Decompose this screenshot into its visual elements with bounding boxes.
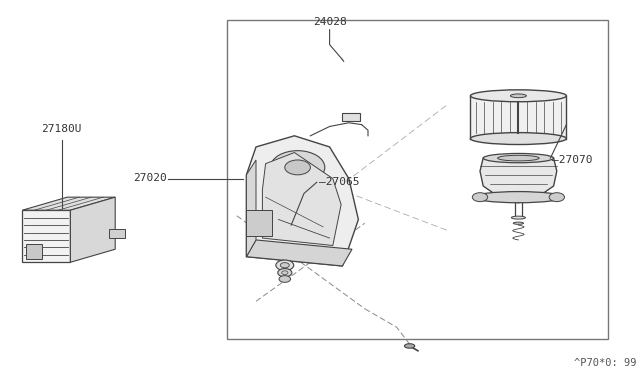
Ellipse shape xyxy=(285,160,310,175)
Ellipse shape xyxy=(470,90,566,102)
Text: 27020: 27020 xyxy=(132,173,166,183)
Bar xyxy=(246,210,272,236)
Text: —27070: —27070 xyxy=(552,155,592,165)
Polygon shape xyxy=(480,158,557,203)
Ellipse shape xyxy=(511,216,525,219)
Circle shape xyxy=(549,193,564,202)
Ellipse shape xyxy=(470,133,566,144)
Bar xyxy=(22,210,70,262)
Circle shape xyxy=(472,193,488,202)
Bar xyxy=(342,113,360,121)
Bar xyxy=(470,96,566,139)
Text: 24028: 24028 xyxy=(313,17,346,27)
Text: ^P70*0: 99: ^P70*0: 99 xyxy=(574,357,637,368)
Polygon shape xyxy=(246,160,256,257)
Bar xyxy=(227,20,608,339)
Circle shape xyxy=(280,263,289,268)
Bar xyxy=(109,229,125,238)
Polygon shape xyxy=(70,197,115,262)
Polygon shape xyxy=(22,197,115,210)
Circle shape xyxy=(276,260,294,270)
Ellipse shape xyxy=(270,151,324,184)
Circle shape xyxy=(278,269,292,277)
Circle shape xyxy=(282,271,288,275)
Text: —27065: —27065 xyxy=(319,177,359,186)
Polygon shape xyxy=(262,153,341,246)
Circle shape xyxy=(279,276,291,282)
Ellipse shape xyxy=(474,192,563,203)
Ellipse shape xyxy=(513,222,524,224)
Ellipse shape xyxy=(498,155,540,161)
Ellipse shape xyxy=(483,154,554,163)
Ellipse shape xyxy=(404,344,415,348)
Text: 27180U: 27180U xyxy=(42,124,82,134)
Polygon shape xyxy=(246,136,358,266)
Polygon shape xyxy=(246,240,352,266)
Ellipse shape xyxy=(511,94,527,98)
Bar xyxy=(26,244,42,259)
